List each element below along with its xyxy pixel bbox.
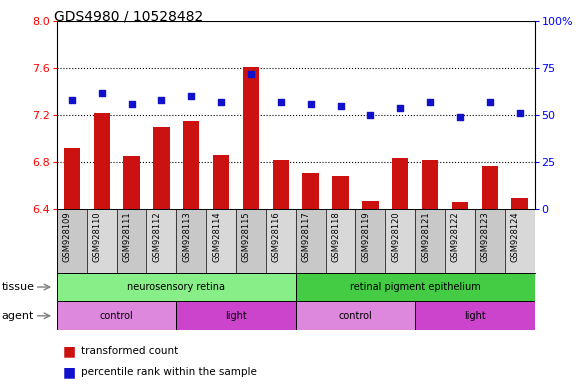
Point	[127, 101, 136, 107]
Text: GDS4980 / 10528482: GDS4980 / 10528482	[54, 10, 203, 23]
Text: GSM928120: GSM928120	[391, 211, 400, 262]
Bar	[362, 201, 379, 209]
Point	[246, 71, 256, 77]
Text: GSM928112: GSM928112	[152, 211, 162, 262]
Text: agent: agent	[2, 311, 34, 321]
Bar	[505, 209, 535, 273]
Text: percentile rank within the sample: percentile rank within the sample	[81, 367, 257, 377]
Bar	[94, 113, 110, 209]
Text: transformed count: transformed count	[81, 346, 178, 356]
Text: ■: ■	[63, 344, 76, 358]
Point	[306, 101, 315, 107]
Bar	[177, 301, 296, 330]
Bar	[57, 209, 87, 273]
Text: GSM928118: GSM928118	[332, 211, 340, 262]
Text: GSM928121: GSM928121	[421, 211, 430, 262]
Bar	[415, 301, 535, 330]
Text: GSM928119: GSM928119	[361, 211, 370, 262]
Bar	[117, 209, 146, 273]
Point	[456, 114, 465, 120]
Bar	[87, 209, 117, 273]
Bar	[392, 157, 408, 209]
Text: GSM928114: GSM928114	[212, 211, 221, 262]
Point	[97, 89, 106, 96]
Text: GSM928110: GSM928110	[93, 211, 102, 262]
Text: GSM928113: GSM928113	[182, 211, 191, 262]
Bar	[123, 156, 140, 209]
Bar	[325, 209, 356, 273]
Point	[276, 99, 285, 105]
Bar	[356, 209, 385, 273]
Bar	[332, 176, 349, 209]
Text: light: light	[464, 311, 486, 321]
Text: control: control	[100, 311, 134, 321]
Bar	[385, 209, 415, 273]
Text: GSM928122: GSM928122	[451, 211, 460, 262]
Bar	[146, 209, 177, 273]
Bar	[183, 121, 199, 209]
Bar	[445, 209, 475, 273]
Bar	[64, 148, 80, 209]
Bar	[57, 273, 296, 301]
Point	[365, 112, 375, 118]
Text: GSM928109: GSM928109	[63, 211, 72, 262]
Text: control: control	[339, 311, 372, 321]
Text: ■: ■	[63, 366, 76, 379]
Bar	[296, 209, 325, 273]
Bar	[296, 301, 415, 330]
Text: tissue: tissue	[2, 282, 35, 292]
Point	[485, 99, 494, 105]
Text: GSM928111: GSM928111	[123, 211, 131, 262]
Bar	[266, 209, 296, 273]
Point	[187, 93, 196, 99]
Bar	[236, 209, 266, 273]
Point	[425, 99, 435, 105]
Text: retinal pigment epithelium: retinal pigment epithelium	[350, 282, 480, 292]
Bar	[57, 301, 177, 330]
Point	[336, 103, 345, 109]
Point	[515, 110, 524, 116]
Bar	[475, 209, 505, 273]
Bar	[451, 202, 468, 209]
Text: neurosensory retina: neurosensory retina	[127, 282, 225, 292]
Point	[67, 97, 77, 103]
Bar	[422, 160, 438, 209]
Bar	[213, 155, 229, 209]
Bar	[153, 127, 170, 209]
Bar	[482, 166, 498, 209]
Bar	[243, 67, 259, 209]
Text: GSM928123: GSM928123	[480, 211, 490, 262]
Bar	[177, 209, 206, 273]
Bar	[303, 173, 319, 209]
Point	[157, 97, 166, 103]
Bar	[511, 197, 528, 209]
Point	[396, 104, 405, 111]
Point	[217, 99, 226, 105]
Text: GSM928116: GSM928116	[272, 211, 281, 262]
Text: light: light	[225, 311, 247, 321]
Bar	[206, 209, 236, 273]
Bar	[272, 160, 289, 209]
Text: GSM928117: GSM928117	[302, 211, 311, 262]
Bar	[296, 273, 535, 301]
Text: GSM928115: GSM928115	[242, 211, 251, 262]
Bar	[415, 209, 445, 273]
Text: GSM928124: GSM928124	[511, 211, 519, 262]
